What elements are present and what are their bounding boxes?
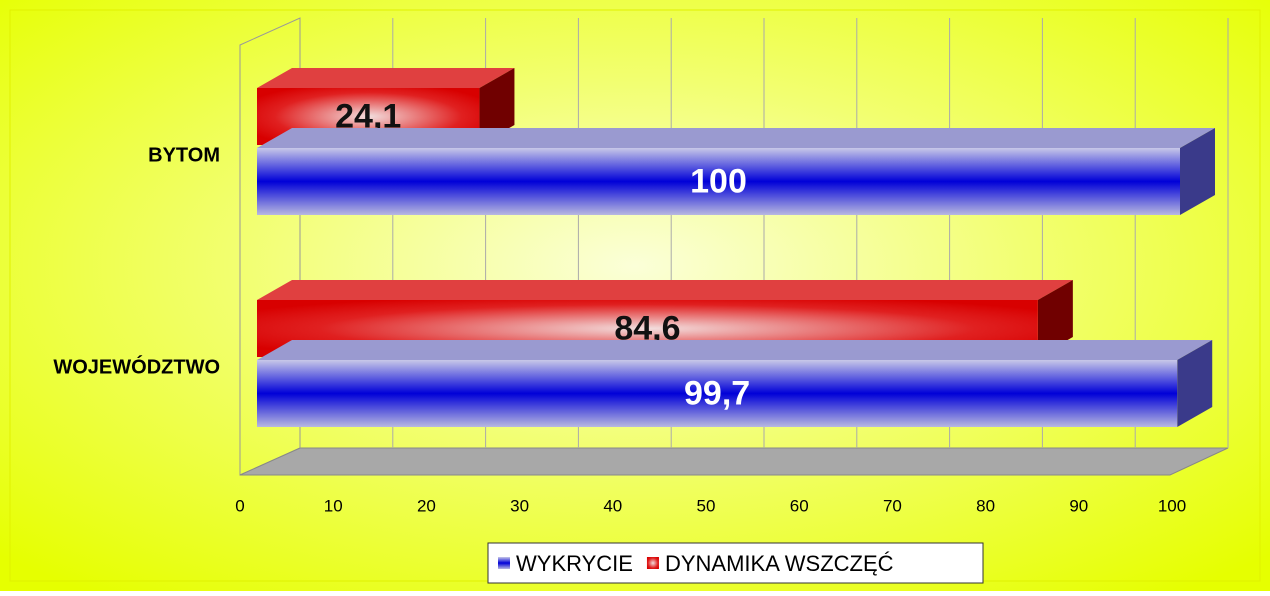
x-tick-label: 10: [324, 496, 343, 515]
data-label: 99,7: [684, 374, 750, 412]
legend-label: WYKRYCIE: [516, 551, 633, 576]
bar-side: [1177, 340, 1213, 427]
bar: [257, 148, 1180, 215]
bar-top: [257, 128, 1215, 148]
legend-swatch: [646, 557, 659, 569]
x-tick-label: 30: [510, 496, 529, 515]
bar-side: [479, 68, 515, 145]
legend-box: [487, 542, 984, 584]
data-label: 100: [690, 162, 747, 200]
bar: [257, 360, 1178, 427]
bar-side: [1037, 280, 1073, 357]
legend-swatch: [498, 557, 510, 569]
x-tick-label: 80: [976, 496, 995, 515]
x-tick-label: 0: [235, 496, 244, 515]
floor: [239, 447, 1229, 476]
x-tick-label: 70: [883, 496, 902, 515]
x-tick-label: 90: [1069, 496, 1088, 515]
x-tick-label: 20: [417, 496, 436, 515]
category-label: BYTOM: [148, 144, 220, 166]
x-tick-label: 100: [1158, 496, 1186, 515]
category-label: WOJEWÓDZTWO: [53, 354, 220, 378]
legend-label: DYNAMIKA WSZCZĘĆ: [665, 551, 894, 576]
x-tick-label: 40: [603, 496, 622, 515]
bar-side: [1180, 128, 1215, 215]
bar-top: [257, 280, 1073, 300]
x-tick-label: 50: [697, 496, 716, 515]
bar-top: [257, 340, 1213, 360]
x-tick-label: 60: [790, 496, 809, 515]
bar-top: [257, 68, 515, 88]
